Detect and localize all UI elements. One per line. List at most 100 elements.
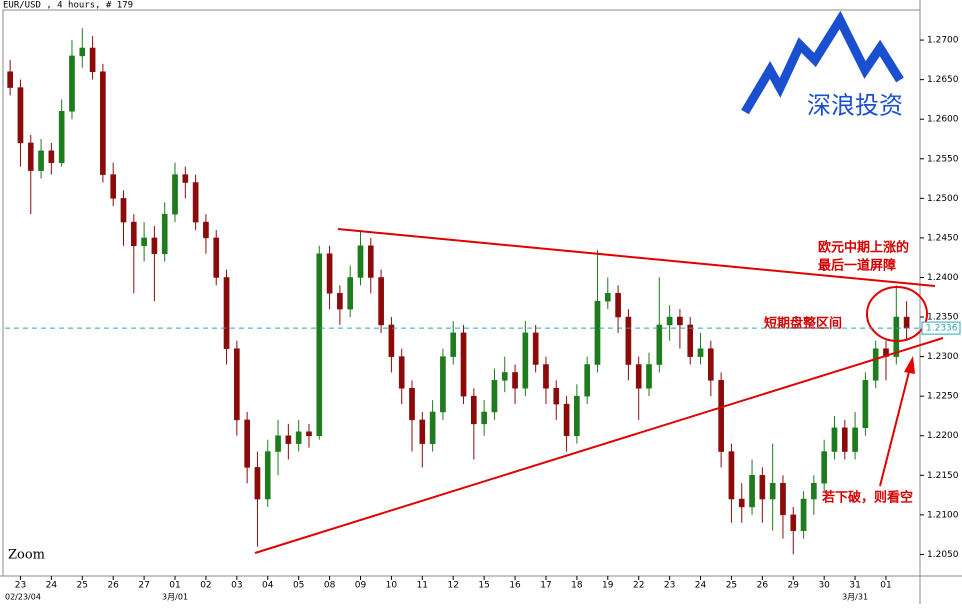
arrow-shaft: [879, 367, 911, 487]
x-tick-label: 05: [293, 581, 304, 591]
candle-body: [800, 498, 807, 531]
candle-body: [841, 427, 848, 452]
candle-body: [161, 213, 168, 254]
candle-body: [213, 237, 220, 278]
candle-body: [203, 221, 209, 239]
y-tick-label: 1.2300: [927, 352, 959, 362]
candle-body: [718, 380, 724, 452]
candle-body: [110, 174, 117, 199]
highlight-ellipse: [866, 286, 928, 342]
y-tick-label: 1.2600: [927, 115, 959, 125]
candle-body: [646, 364, 652, 389]
candle-body: [450, 332, 457, 357]
candle-body: [728, 451, 735, 500]
x-tick-label: 25: [77, 581, 88, 591]
candle-body: [254, 467, 261, 500]
x-tick-label: 24: [46, 581, 58, 591]
annotation: 欧元中期上涨的: [818, 240, 909, 256]
x-tick-label: 25: [726, 581, 737, 591]
candle-body: [553, 387, 560, 405]
candle-body: [89, 47, 96, 72]
candle-body: [749, 475, 755, 508]
candle-body: [316, 253, 323, 436]
x-tick-label: 23: [664, 581, 675, 591]
candle-body: [48, 150, 55, 163]
candle-body: [656, 324, 663, 365]
candle-body: [275, 435, 281, 452]
candle-body: [264, 451, 271, 500]
candle-body: [574, 395, 580, 436]
current-price-label: 1.2336: [926, 324, 958, 334]
candle-body: [687, 324, 694, 357]
candle-body: [367, 245, 374, 278]
y-tick-label: 1.2400: [927, 273, 959, 283]
candle-body: [440, 356, 446, 413]
candle-body: [419, 419, 426, 444]
resistance-line: [337, 228, 936, 287]
x-tick-label: 19: [602, 581, 614, 591]
y-tick-label: 1.2150: [927, 471, 959, 481]
y-tick-label: 1.2200: [927, 431, 959, 441]
candle-body: [398, 356, 405, 389]
x-tick-label: 27: [138, 581, 149, 591]
candle-body: [491, 380, 498, 413]
candle-body: [903, 316, 910, 329]
x-tick-label: 04: [262, 581, 274, 591]
candle-body: [522, 332, 529, 389]
x-tick-label: 18: [571, 581, 583, 591]
candle-body: [811, 482, 817, 500]
candle-body: [666, 316, 673, 326]
annotation: 短期盘整区间: [764, 316, 842, 332]
candle-body: [295, 431, 302, 444]
candle-body: [429, 411, 436, 444]
x-tick-label: 02: [200, 581, 211, 591]
arrow-head: [904, 356, 915, 374]
candle-body: [831, 427, 838, 452]
candle-body: [738, 498, 745, 508]
x-date-label: 02/23/04: [5, 593, 41, 602]
logo-text: 深浪投资: [807, 92, 903, 120]
candle-body: [38, 150, 44, 171]
candle-body: [285, 435, 292, 444]
x-tick-label: 08: [324, 581, 336, 591]
candle-body: [7, 71, 13, 88]
x-tick-label: 15: [478, 581, 489, 591]
candles: [7, 28, 910, 555]
candle-body: [563, 403, 570, 436]
candle-body: [862, 380, 869, 429]
candle-body: [69, 55, 75, 112]
y-tick-label: 1.2350: [927, 313, 959, 323]
candle-body: [759, 475, 766, 500]
y-tick-label: 1.2250: [927, 392, 959, 402]
annotation: 若下破，则看空: [821, 490, 913, 506]
candle-body: [27, 142, 34, 171]
x-tick-label: 01: [169, 581, 180, 591]
candle-body: [594, 300, 601, 365]
candle-body: [615, 293, 621, 318]
candle-body: [790, 514, 797, 531]
x-tick-label: 24: [695, 581, 707, 591]
x-tick-label: 23: [15, 581, 26, 591]
candle-body: [625, 316, 632, 365]
x-tick-label: 26: [757, 581, 769, 591]
y-tick-label: 1.2650: [927, 75, 959, 85]
candle-body: [852, 427, 858, 452]
candle-body: [471, 395, 477, 425]
x-tick-label: 09: [355, 581, 367, 591]
candle-body: [635, 364, 642, 389]
x-tick-label: 01: [880, 581, 891, 591]
candle-body: [821, 451, 827, 484]
x-tick-label: 22: [633, 581, 644, 591]
x-tick-label: 29: [788, 581, 800, 591]
annotation: 最后一道屏障: [818, 258, 896, 274]
candle-body: [151, 237, 158, 254]
x-tick-label: 17: [540, 581, 551, 591]
candle-body: [234, 348, 240, 421]
candle-body: [337, 293, 343, 310]
candle-body: [460, 332, 467, 397]
x-tick-label: 03: [231, 581, 242, 591]
x-tick-label: 26: [107, 581, 119, 591]
candle-body: [604, 293, 611, 302]
